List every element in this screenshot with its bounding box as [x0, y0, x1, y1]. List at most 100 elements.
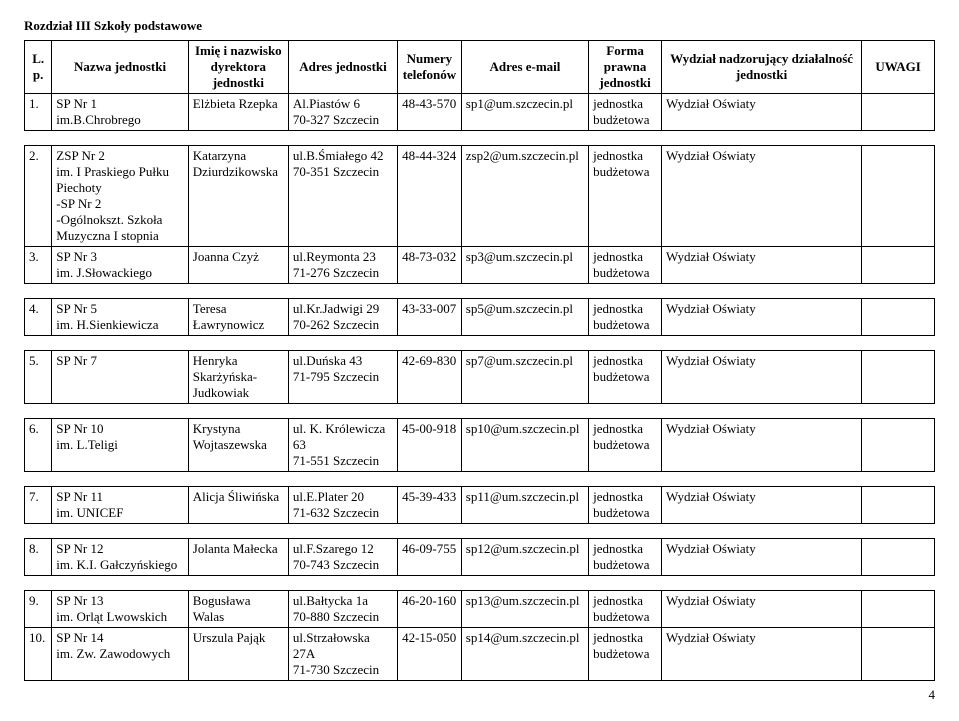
cell-email: sp14@um.szczecin.pl: [461, 628, 588, 681]
cell-name: SP Nr 5im. H.Sienkiewicza: [52, 299, 189, 336]
cell-legal: jednostka budżetowa: [589, 351, 662, 404]
cell-dept: Wydział Oświaty: [661, 146, 861, 247]
cell-director: Alicja Śliwińska: [188, 487, 288, 524]
cell-dept: Wydział Oświaty: [661, 487, 861, 524]
cell-email: sp13@um.szczecin.pl: [461, 591, 588, 628]
cell-lp: 4.: [25, 299, 52, 336]
th-legal: Forma prawna jednostki: [589, 41, 662, 94]
table-gap-row: [25, 131, 935, 146]
th-director: Imię i nazwisko dyrektora jednostki: [188, 41, 288, 94]
table-gap-row: [25, 336, 935, 351]
cell-address: Al.Piastów 670-327 Szczecin: [288, 94, 397, 131]
cell-address: ul. K. Królewicza 6371-551 Szczecin: [288, 419, 397, 472]
page-number: 4: [24, 687, 935, 703]
cell-lp: 5.: [25, 351, 52, 404]
cell-lp: 7.: [25, 487, 52, 524]
cell-legal: jednostka budżetowa: [589, 539, 662, 576]
cell-email: sp11@um.szczecin.pl: [461, 487, 588, 524]
cell-phones: 46-09-755: [398, 539, 462, 576]
cell-phones: 46-20-160: [398, 591, 462, 628]
cell-dept: Wydział Oświaty: [661, 247, 861, 284]
table-gap-row: [25, 284, 935, 299]
cell-notes: [862, 146, 935, 247]
cell-director: Krystyna Wojtaszewska: [188, 419, 288, 472]
cell-lp: 8.: [25, 539, 52, 576]
cell-address: ul.F.Szarego 1270-743 Szczecin: [288, 539, 397, 576]
cell-director: Joanna Czyż: [188, 247, 288, 284]
table-row: 10.SP Nr 14im. Zw. ZawodowychUrszula Paj…: [25, 628, 935, 681]
cell-director: Katarzyna Dziurdzikowska: [188, 146, 288, 247]
cell-email: sp10@um.szczecin.pl: [461, 419, 588, 472]
cell-address: ul.Duńska 4371-795 Szczecin: [288, 351, 397, 404]
th-email: Adres e-mail: [461, 41, 588, 94]
cell-notes: [862, 351, 935, 404]
cell-phones: 48-44-324: [398, 146, 462, 247]
table-row: 3.SP Nr 3im. J.SłowackiegoJoanna Czyżul.…: [25, 247, 935, 284]
cell-phones: 42-69-830: [398, 351, 462, 404]
cell-dept: Wydział Oświaty: [661, 628, 861, 681]
table-header-row: L.p. Nazwa jednostki Imię i nazwisko dyr…: [25, 41, 935, 94]
gap-cell: [25, 576, 935, 591]
th-name: Nazwa jednostki: [52, 41, 189, 94]
cell-legal: jednostka budżetowa: [589, 628, 662, 681]
cell-notes: [862, 628, 935, 681]
cell-address: ul.Kr.Jadwigi 2970-262 Szczecin: [288, 299, 397, 336]
cell-director: Bogusława Walas: [188, 591, 288, 628]
cell-name: SP Nr 12im. K.I. Gałczyńskiego: [52, 539, 189, 576]
table-row: 6.SP Nr 10im. L.TeligiKrystyna Wojtaszew…: [25, 419, 935, 472]
cell-legal: jednostka budżetowa: [589, 419, 662, 472]
th-lp: L.p.: [25, 41, 52, 94]
cell-director: Jolanta Małecka: [188, 539, 288, 576]
cell-dept: Wydział Oświaty: [661, 94, 861, 131]
table-gap-row: [25, 524, 935, 539]
cell-email: sp7@um.szczecin.pl: [461, 351, 588, 404]
cell-name: SP Nr 13im. Orląt Lwowskich: [52, 591, 189, 628]
cell-notes: [862, 299, 935, 336]
cell-address: ul.B.Śmiałego 4270-351 Szczecin: [288, 146, 397, 247]
cell-phones: 48-73-032: [398, 247, 462, 284]
cell-name: SP Nr 3im. J.Słowackiego: [52, 247, 189, 284]
th-address: Adres jednostki: [288, 41, 397, 94]
cell-address: ul.Strzałowska 27A71-730 Szczecin: [288, 628, 397, 681]
cell-dept: Wydział Oświaty: [661, 591, 861, 628]
cell-dept: Wydział Oświaty: [661, 351, 861, 404]
table-row: 8.SP Nr 12im. K.I. GałczyńskiegoJolanta …: [25, 539, 935, 576]
gap-cell: [25, 472, 935, 487]
gap-cell: [25, 131, 935, 146]
cell-name: SP Nr 14im. Zw. Zawodowych: [52, 628, 189, 681]
cell-lp: 3.: [25, 247, 52, 284]
cell-dept: Wydział Oświaty: [661, 539, 861, 576]
cell-notes: [862, 487, 935, 524]
table-row: 7.SP Nr 11im. UNICEFAlicja Śliwińskaul.E…: [25, 487, 935, 524]
cell-name: SP Nr 1im.B.Chrobrego: [52, 94, 189, 131]
cell-notes: [862, 94, 935, 131]
cell-notes: [862, 539, 935, 576]
cell-lp: 2.: [25, 146, 52, 247]
table-gap-row: [25, 472, 935, 487]
table-row: 1.SP Nr 1im.B.ChrobregoElżbieta RzepkaAl…: [25, 94, 935, 131]
cell-notes: [862, 591, 935, 628]
cell-legal: jednostka budżetowa: [589, 299, 662, 336]
cell-phones: 42-15-050: [398, 628, 462, 681]
table-gap-row: [25, 404, 935, 419]
cell-dept: Wydział Oświaty: [661, 419, 861, 472]
section-title: Rozdział III Szkoły podstawowe: [24, 18, 935, 34]
cell-name: SP Nr 11im. UNICEF: [52, 487, 189, 524]
cell-director: Teresa Ławrynowicz: [188, 299, 288, 336]
cell-phones: 43-33-007: [398, 299, 462, 336]
cell-dept: Wydział Oświaty: [661, 299, 861, 336]
gap-cell: [25, 524, 935, 539]
cell-phones: 45-00-918: [398, 419, 462, 472]
cell-address: ul.Reymonta 2371-276 Szczecin: [288, 247, 397, 284]
cell-director: Urszula Pająk: [188, 628, 288, 681]
cell-legal: jednostka budżetowa: [589, 247, 662, 284]
table-gap-row: [25, 576, 935, 591]
cell-email: sp12@um.szczecin.pl: [461, 539, 588, 576]
cell-notes: [862, 419, 935, 472]
cell-address: ul.E.Plater 2071-632 Szczecin: [288, 487, 397, 524]
cell-email: sp3@um.szczecin.pl: [461, 247, 588, 284]
cell-legal: jednostka budżetowa: [589, 146, 662, 247]
cell-lp: 6.: [25, 419, 52, 472]
cell-notes: [862, 247, 935, 284]
cell-email: zsp2@um.szczecin.pl: [461, 146, 588, 247]
